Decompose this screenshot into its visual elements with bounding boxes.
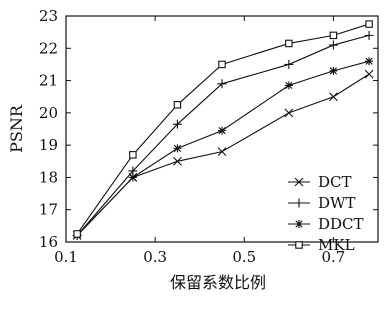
data-point: [172, 119, 182, 129]
data-point: [218, 60, 226, 69]
data-point: [365, 20, 373, 28]
data-point: [173, 101, 182, 109]
x-tick-label: 0.5: [232, 248, 256, 266]
data-point: [295, 241, 303, 249]
data-point: [295, 220, 303, 228]
legend-label: MKL: [318, 236, 355, 254]
series-ddct: [73, 57, 374, 240]
axes: 0.1 0.3 0.5 0.7 16 17 18 19 20 21 22 23 保留系数比例 PSNR: [7, 7, 379, 292]
data-point: [329, 31, 338, 40]
x-axis-label: 保留系数比例: [170, 273, 266, 292]
y-tick-label: 19: [39, 136, 58, 154]
data-point: [217, 147, 227, 156]
data-point: [364, 69, 374, 79]
legend-label: DCT: [318, 173, 352, 191]
y-tick-label: 22: [39, 39, 58, 57]
data-point: [329, 92, 338, 102]
data-point: [294, 177, 304, 187]
legend-item-dct: DCT: [288, 173, 352, 191]
x-tick-label: 0.1: [54, 248, 78, 266]
plot-frame: [65, 15, 379, 243]
data-point: [285, 39, 293, 48]
data-point: [284, 81, 293, 90]
data-point: [294, 198, 304, 208]
y-tick-label: 18: [39, 168, 58, 186]
data-point: [218, 126, 226, 135]
y-tick-label: 20: [39, 104, 58, 122]
data-point: [173, 144, 182, 153]
legend-label: DDCT: [318, 215, 364, 233]
y-tick-label: 17: [39, 201, 58, 219]
y-tick-label: 23: [39, 7, 58, 25]
data-point: [365, 57, 374, 66]
legend: DCT DWT DDCT MKL: [288, 173, 364, 254]
legend-item-ddct: DDCT: [288, 215, 364, 233]
data-point: [128, 173, 137, 182]
y-tick-label: 21: [39, 72, 58, 90]
legend-item-mkl: MKL: [288, 236, 355, 254]
data-point: [217, 79, 227, 89]
data-point: [364, 30, 374, 40]
data-point: [328, 40, 338, 50]
series-mkl: [73, 20, 373, 238]
data-point: [329, 66, 338, 75]
x-tick-label: 0.3: [143, 248, 167, 266]
series-group: [72, 20, 374, 241]
x-tick-label: 0.7: [321, 248, 345, 266]
legend-item-dwt: DWT: [288, 194, 355, 212]
y-axis-label: PSNR: [7, 104, 26, 153]
y-tick-label: 16: [39, 233, 58, 251]
data-point: [173, 156, 182, 166]
data-point: [284, 59, 294, 69]
data-point: [284, 108, 294, 118]
data-point: [129, 151, 137, 159]
data-point: [73, 230, 81, 238]
legend-label: DWT: [318, 194, 355, 212]
